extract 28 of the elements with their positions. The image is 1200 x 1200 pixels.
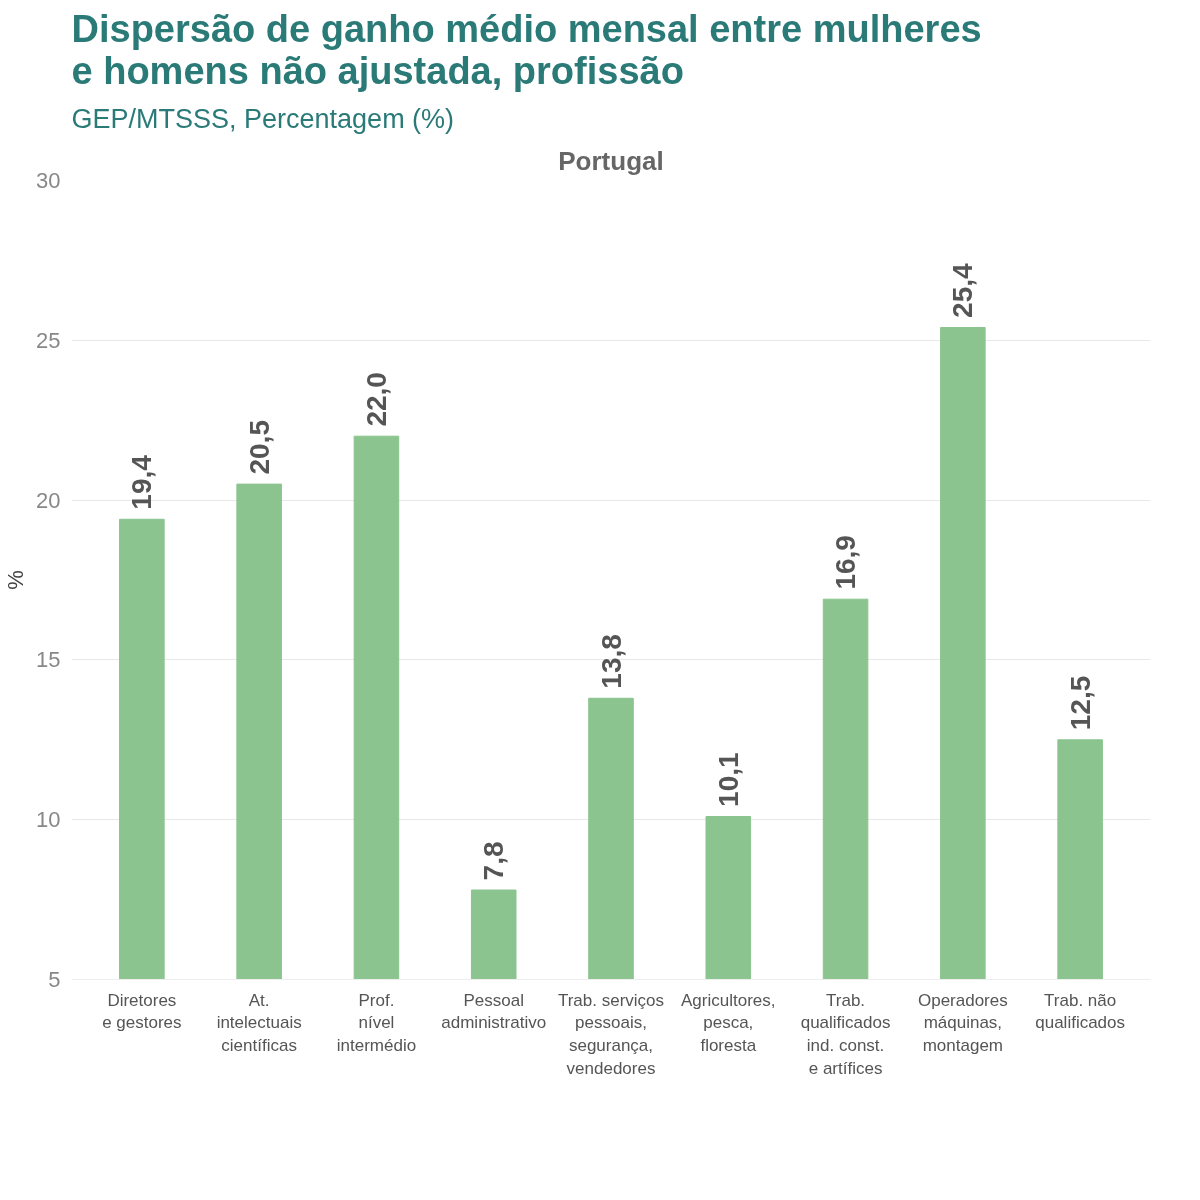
x-tick-label: Trab. não qualificados bbox=[1035, 990, 1126, 1033]
y-tick-label: 30 bbox=[36, 168, 61, 193]
x-tick-label: Diretores e gestores bbox=[102, 990, 182, 1033]
y-tick-label: 10 bbox=[36, 807, 61, 833]
data-label: 25,4 bbox=[947, 263, 979, 318]
data-label: 20,5 bbox=[243, 420, 275, 475]
x-tick-label: Trab. qualificados ind. const. e artífices bbox=[800, 990, 891, 1078]
chart-title: Dispersão de ganho médio mensal entre mulheres e homens não ajustada, profissão bbox=[71, 7, 982, 92]
chart-subtitle: GEP/MTSSS, Percentagem (%) bbox=[71, 103, 455, 134]
data-label: 12,5 bbox=[1064, 675, 1096, 731]
x-tick-label: Pessoal administrativo bbox=[441, 990, 547, 1033]
y-tick-label: 20 bbox=[36, 487, 61, 513]
x-tick-label: Agricultores, pesca, floresta bbox=[681, 990, 776, 1056]
y-tick-label: 25 bbox=[36, 327, 61, 353]
text: Portugal bbox=[558, 145, 664, 176]
data-label: 7,8 bbox=[478, 841, 510, 881]
y-tick-label: 15 bbox=[36, 647, 61, 673]
data-label: 22,0 bbox=[360, 372, 392, 427]
x-tick-label: At. intelectuais científicas bbox=[216, 990, 302, 1056]
x-tick-label: Prof. nível intermédio bbox=[336, 990, 417, 1056]
x-tick-label: Operadores máquinas, montagem bbox=[917, 990, 1008, 1056]
data-label: 13,8 bbox=[595, 634, 627, 689]
data-label: 10,1 bbox=[712, 752, 744, 807]
data-label: 16,9 bbox=[830, 535, 862, 590]
y-axis-title: % bbox=[3, 570, 29, 590]
y-tick-label: 5 bbox=[48, 967, 61, 992]
x-tick-label: Trab. serviços pessoais, segurança, vendedores bbox=[557, 990, 665, 1078]
data-label: 19,4 bbox=[126, 454, 158, 510]
